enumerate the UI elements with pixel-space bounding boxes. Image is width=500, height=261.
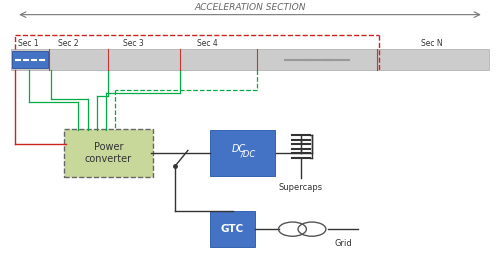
- Text: Supercaps: Supercaps: [278, 183, 323, 192]
- Text: /DC: /DC: [241, 150, 256, 159]
- Text: Sec N: Sec N: [420, 39, 442, 48]
- FancyBboxPatch shape: [64, 129, 153, 177]
- FancyBboxPatch shape: [12, 51, 48, 68]
- FancyBboxPatch shape: [210, 211, 255, 247]
- Text: Power
converter: Power converter: [84, 142, 132, 164]
- Text: Sec 2: Sec 2: [58, 39, 79, 48]
- Text: Sec 3: Sec 3: [123, 39, 144, 48]
- FancyBboxPatch shape: [12, 49, 488, 70]
- Text: ACCELERATION SECTION: ACCELERATION SECTION: [194, 3, 306, 11]
- Text: GTC: GTC: [221, 224, 244, 234]
- Text: Grid: Grid: [334, 239, 352, 248]
- Text: Sec 1: Sec 1: [18, 39, 39, 48]
- FancyBboxPatch shape: [210, 130, 275, 176]
- Text: Sec 4: Sec 4: [198, 39, 218, 48]
- Text: DC: DC: [232, 144, 245, 154]
